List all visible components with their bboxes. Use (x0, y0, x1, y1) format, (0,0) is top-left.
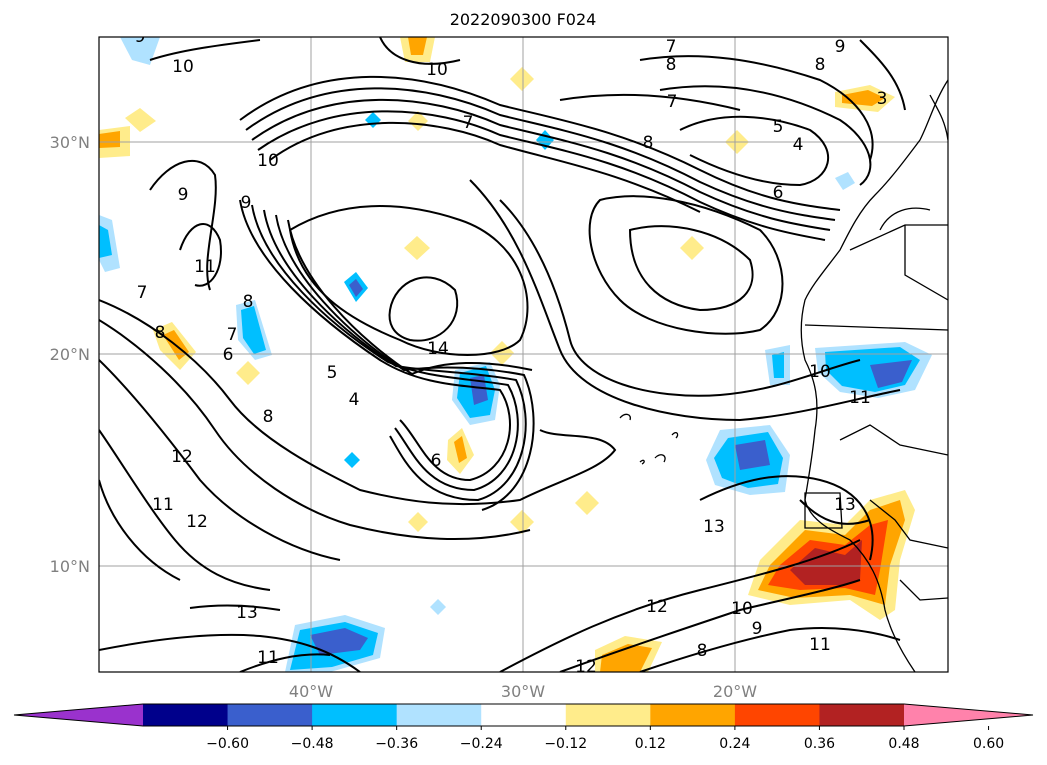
lat-label: 10°N (50, 557, 90, 576)
colorbar-tick-label: 0.36 (804, 736, 835, 752)
svg-text:5: 5 (327, 363, 338, 383)
colorbar-tick-label: 0.12 (635, 736, 666, 752)
svg-text:11: 11 (152, 495, 174, 515)
lon-label: 20°W (713, 682, 757, 701)
svg-text:11: 11 (849, 388, 871, 408)
colorbar-segment (565, 704, 651, 726)
colorbar-segment (312, 704, 398, 726)
svg-text:12: 12 (575, 657, 597, 677)
svg-text:12: 12 (186, 512, 208, 532)
svg-text:6: 6 (773, 183, 784, 203)
colorbar-tick-label: 0.60 (973, 736, 1004, 752)
svg-text:8: 8 (643, 133, 654, 153)
colorbar-tick-label: −0.60 (206, 736, 249, 752)
colorbar-segment (227, 704, 313, 726)
colorbar-tick-label: 0.24 (719, 736, 750, 752)
map-title: 2022090300 F024 (450, 10, 597, 29)
svg-text:10: 10 (731, 599, 753, 619)
contour-lines (99, 37, 906, 672)
svg-text:7: 7 (666, 37, 677, 57)
svg-text:13: 13 (834, 495, 856, 515)
svg-text:13: 13 (236, 603, 258, 623)
colorbar-segment (396, 704, 482, 726)
svg-text:6: 6 (431, 451, 442, 471)
contour-labels: 9 10 7 8 9 8 10 7 5 4 8 6 3 7 10 9 9 11 … (135, 27, 888, 677)
colorbar-tick-label: −0.36 (375, 736, 418, 752)
colorbar-extend-high (904, 704, 1033, 726)
colorbar-tick-label: −0.12 (544, 736, 587, 752)
svg-text:7: 7 (227, 325, 238, 345)
coastlines (619, 79, 948, 672)
svg-text:9: 9 (835, 37, 846, 57)
svg-text:14: 14 (427, 339, 449, 359)
svg-text:10: 10 (809, 362, 831, 382)
lat-label: 20°N (50, 345, 90, 364)
svg-text:9: 9 (135, 27, 146, 47)
svg-text:8: 8 (243, 292, 254, 312)
svg-text:8: 8 (155, 323, 166, 343)
svg-text:9: 9 (178, 185, 189, 205)
svg-text:7: 7 (137, 283, 148, 303)
colorbar-tick-label: 0.48 (888, 736, 919, 752)
svg-text:13: 13 (703, 517, 725, 537)
svg-text:6: 6 (223, 345, 234, 365)
graticule (99, 37, 948, 672)
svg-text:11: 11 (194, 257, 216, 277)
svg-text:4: 4 (793, 135, 804, 155)
colorbar-segment (143, 704, 229, 726)
svg-text:7: 7 (463, 113, 474, 133)
svg-text:8: 8 (666, 55, 677, 75)
colorbar: −0.60 −0.48 −0.36 −0.24 −0.12 0.12 0.24 0.36 0.4… (13, 703, 1034, 752)
colorbar-outline (13, 703, 1034, 727)
svg-text:12: 12 (646, 597, 668, 617)
map-area: 9 10 7 8 9 8 10 7 5 4 8 6 3 7 10 9 9 11 … (99, 27, 948, 677)
svg-text:5: 5 (773, 117, 784, 137)
svg-text:11: 11 (809, 635, 831, 655)
svg-text:8: 8 (815, 55, 826, 75)
negative-anomaly-shading (99, 37, 932, 672)
svg-text:12: 12 (171, 447, 193, 467)
svg-text:10: 10 (426, 60, 448, 80)
lon-label: 40°W (289, 682, 333, 701)
latitude-labels: 30°N 20°N 10°N (50, 133, 90, 576)
colorbar-segment (734, 704, 820, 726)
svg-text:10: 10 (172, 57, 194, 77)
svg-text:4: 4 (349, 390, 360, 410)
svg-text:11: 11 (257, 648, 279, 668)
svg-text:8: 8 (697, 641, 708, 661)
colorbar-segment (650, 704, 736, 726)
svg-text:10: 10 (257, 151, 279, 171)
colorbar-segment (819, 704, 905, 726)
longitude-labels: 40°W 30°W 20°W (289, 682, 757, 701)
lon-label: 30°W (501, 682, 545, 701)
colorbar-extend-low (14, 704, 143, 726)
svg-text:7: 7 (667, 92, 678, 112)
lat-label: 30°N (50, 133, 90, 152)
colorbar-tick-label: −0.24 (460, 736, 503, 752)
svg-text:8: 8 (263, 407, 274, 427)
svg-text:3: 3 (877, 89, 888, 109)
colorbar-tick-label: −0.48 (291, 736, 334, 752)
svg-text:9: 9 (752, 619, 763, 639)
colorbar-segment (481, 704, 567, 726)
map-frame (98, 36, 949, 673)
svg-text:9: 9 (241, 193, 252, 213)
